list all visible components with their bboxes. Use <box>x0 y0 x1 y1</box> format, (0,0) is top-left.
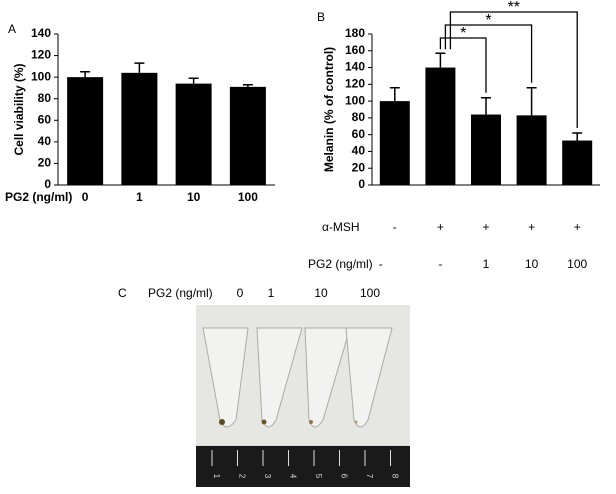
bar <box>562 140 593 185</box>
row-label: PG2 (ng/ml) <box>308 257 373 271</box>
bar <box>175 83 212 185</box>
x-tick-label: 100 <box>238 190 258 204</box>
error-bar <box>242 83 253 87</box>
error-bar <box>435 52 446 68</box>
y-tick-label: 60 <box>352 127 366 141</box>
y-tick-label: 120 <box>345 77 365 91</box>
error-bar <box>389 86 400 102</box>
tube <box>345 327 393 428</box>
photo-label: PG2 (ng/ml) <box>148 286 213 300</box>
y-axis-title: Cell viability (%) <box>12 63 26 155</box>
x-tick-label: 10 <box>187 190 201 204</box>
y-tick-label: 100 <box>31 69 51 83</box>
y-tick-label: 40 <box>38 134 52 148</box>
x-axis-title: PG2 (ng/ml) <box>5 190 72 204</box>
sample-label: 1 <box>268 286 275 300</box>
y-tick-label: 80 <box>352 110 366 124</box>
panel-label: B <box>317 10 325 24</box>
y-tick-label: 60 <box>38 112 52 126</box>
bar <box>471 114 501 185</box>
y-tick-label: 80 <box>38 91 52 105</box>
ruler-label: 2 <box>237 474 246 479</box>
row-value: - <box>438 257 442 271</box>
ruler <box>196 446 410 487</box>
error-bar <box>572 132 583 141</box>
y-tick-label: 180 <box>345 26 365 40</box>
y-tick-label: 40 <box>352 144 366 158</box>
row-value: - <box>393 220 397 234</box>
significance-label: ** <box>508 0 520 16</box>
pellet <box>261 419 267 425</box>
row-value: - <box>379 257 383 271</box>
tube <box>304 327 351 428</box>
ruler-label: 4 <box>288 474 297 479</box>
ruler-label: 5 <box>314 474 323 479</box>
ruler-label: 6 <box>339 474 348 479</box>
bar <box>379 101 410 185</box>
y-tick-label: 140 <box>345 60 365 74</box>
panel-label: A <box>8 22 16 36</box>
row-value: 10 <box>525 257 539 271</box>
pellet <box>309 420 313 424</box>
significance-bracket <box>444 24 533 83</box>
tubes <box>202 327 393 428</box>
row-value: + <box>528 220 535 234</box>
row-value: + <box>482 220 489 234</box>
y-tick-label: 20 <box>38 156 52 170</box>
ruler-label: 1 <box>212 474 221 479</box>
significance-bracket <box>439 37 487 93</box>
y-tick-label: 0 <box>358 177 365 191</box>
x-tick-label: 0 <box>82 190 89 204</box>
ruler-label: 7 <box>365 474 374 479</box>
y-tick-label: 20 <box>352 160 366 174</box>
pellet <box>219 419 225 425</box>
x-tick-label: 1 <box>136 190 143 204</box>
row-value: 1 <box>483 257 490 271</box>
y-tick-label: 120 <box>31 48 51 62</box>
y-tick-label: 160 <box>345 43 365 57</box>
bar <box>425 67 456 185</box>
error-bar <box>526 86 537 116</box>
error-bar <box>481 97 491 115</box>
significance-label: * <box>460 25 466 42</box>
bar <box>67 77 104 185</box>
significance-bracket <box>449 11 578 128</box>
panel-label: C <box>118 286 127 300</box>
row-value: + <box>437 220 444 234</box>
y-tick-label: 0 <box>44 177 51 191</box>
sample-label: 0 <box>237 286 244 300</box>
error-bar <box>188 77 199 84</box>
error-bar <box>134 62 145 73</box>
sample-label: 100 <box>360 286 380 300</box>
row-label: α-MSH <box>322 220 360 234</box>
row-value: + <box>574 220 581 234</box>
y-axis-title: Melanin (% of control) <box>322 47 336 172</box>
ruler-label: 8 <box>390 474 399 479</box>
y-tick-label: 140 <box>31 26 51 40</box>
photo <box>196 305 410 487</box>
bar <box>516 115 547 185</box>
ruler-label: 3 <box>263 474 272 479</box>
bar <box>229 86 266 185</box>
sample-label: 10 <box>314 286 328 300</box>
error-bar <box>80 71 91 78</box>
bar <box>121 72 158 185</box>
y-tick-label: 100 <box>345 93 365 107</box>
significance-label: * <box>485 12 491 29</box>
row-value: 100 <box>567 257 587 271</box>
pellet <box>354 420 358 424</box>
